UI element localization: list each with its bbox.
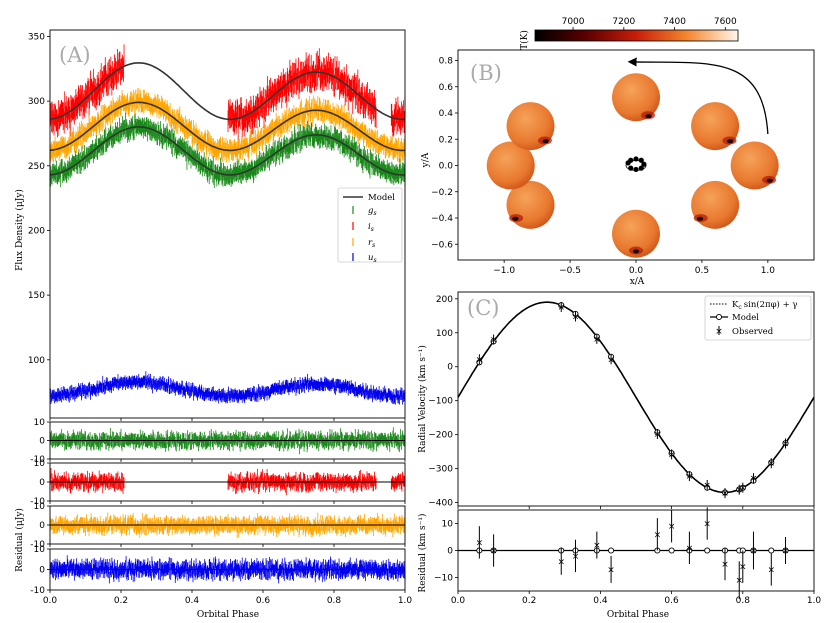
- y-tick-label: 10: [34, 459, 46, 469]
- y-tick-label: 0: [39, 521, 45, 531]
- y-tick-label: 0: [39, 478, 45, 488]
- panel-a-flux: 100 150 200 250 300 350 Model gs is rs us: [28, 29, 406, 421]
- panel-a-legend: Model gs is rs us: [337, 187, 403, 264]
- legend-subscript: s: [373, 257, 376, 264]
- residual-panel-r: 10 0 -10: [30, 502, 406, 550]
- legend-subscript: s: [371, 226, 374, 233]
- residual-panel-g: 10 0 -10: [30, 418, 406, 465]
- flux-series-i: [49, 44, 406, 143]
- y-tick-label: 350: [28, 32, 45, 42]
- panel-a-frame: [49, 29, 406, 419]
- y-tick-label: 10: [34, 502, 46, 512]
- legend-subscript: s: [373, 210, 376, 217]
- legend-box: [337, 187, 403, 263]
- y-tick-label: 250: [28, 162, 45, 172]
- legend-subscript: s: [372, 242, 375, 249]
- y-tick-label: 200: [28, 226, 45, 236]
- y-tick-label: 150: [28, 291, 45, 301]
- y-tick-label: -10: [30, 455, 45, 465]
- model-line-r: [49, 101, 406, 152]
- flux-series-r: [49, 87, 406, 164]
- y-tick-label: 100: [28, 356, 45, 366]
- legend-label-u: us: [368, 253, 377, 264]
- y-tick-label: -10: [30, 540, 45, 550]
- legend-label-g: gs: [368, 206, 377, 217]
- y-tick-label: 300: [28, 97, 45, 107]
- flux-series-g: [49, 112, 406, 189]
- y-tick-label: 10: [34, 418, 46, 428]
- flux-series-u: [49, 371, 406, 405]
- residual-panel-u: 100-10: [30, 545, 406, 596]
- residual-panel-i: 10 0 -10: [30, 459, 406, 507]
- model-line-i: [49, 62, 406, 121]
- legend-model-label: Model: [368, 193, 395, 203]
- y-tick-label: -10: [30, 497, 45, 507]
- legend-label-r: rs: [368, 238, 375, 249]
- legend-label-i: is: [368, 222, 374, 233]
- y-tick-label: 0: [39, 437, 45, 447]
- model-line-g: [49, 126, 405, 176]
